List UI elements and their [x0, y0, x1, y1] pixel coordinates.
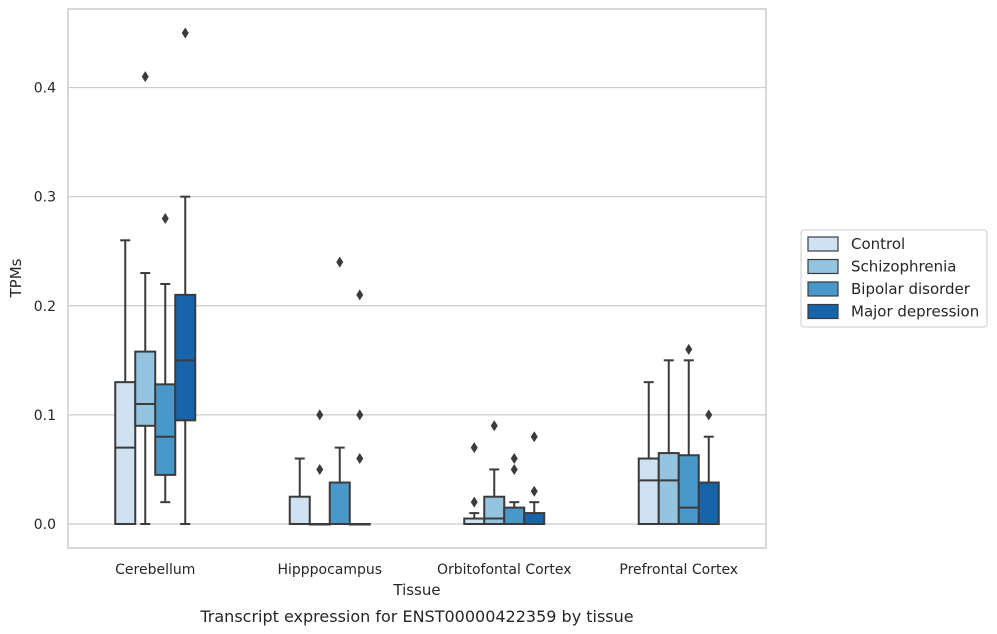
legend-entry: Schizophrenia — [851, 258, 956, 276]
legend-entry: Control — [851, 235, 905, 253]
legend-entry: Bipolar disorder — [851, 280, 971, 298]
legend-swatch — [807, 236, 839, 252]
outlier-marker — [530, 431, 538, 443]
box-3-1 — [657, 359, 680, 525]
box-2-0 — [463, 442, 486, 525]
outlier-marker — [510, 463, 518, 475]
box-body — [483, 495, 506, 525]
box-body — [174, 293, 197, 422]
y-tick-label: 0.4 — [34, 81, 56, 97]
box-body — [637, 457, 660, 525]
box-body — [288, 495, 311, 525]
outlier-marker — [181, 27, 189, 39]
legend-swatch — [807, 258, 839, 275]
outlier-marker — [685, 343, 693, 355]
legend-swatch — [807, 303, 839, 320]
box-body — [657, 452, 680, 525]
box-body — [697, 481, 720, 525]
outlier-marker — [141, 71, 149, 83]
x-tick-labels: Cerebellum Hipppocampus Orbitofontal Corte… — [115, 562, 738, 578]
outlier-marker — [705, 409, 713, 421]
x-tick-label: Cerebellum — [115, 562, 195, 578]
box-3-3 — [697, 409, 720, 525]
y-tick-label: 0.1 — [34, 408, 56, 424]
box-1-1 — [308, 409, 331, 526]
x-axis-label: Tissue — [392, 581, 440, 599]
y-tick-label: 0.3 — [34, 190, 56, 206]
y-axis-label: TPMs — [7, 258, 25, 298]
box-2-2 — [503, 453, 526, 525]
box-body — [677, 454, 700, 525]
box-body — [114, 381, 137, 525]
outlier-marker — [510, 453, 518, 465]
outlier-marker — [336, 256, 344, 268]
box-0-2 — [154, 212, 177, 504]
box-body — [134, 350, 157, 427]
box-1-3 — [348, 289, 371, 526]
x-tick-label: Orbitofontal Cortex — [437, 562, 572, 578]
box-body — [503, 506, 526, 525]
x-tick-label: Prefrontal Cortex — [619, 562, 738, 578]
box-body — [328, 481, 351, 525]
plot-frame — [67, 8, 767, 549]
y-tick-label: 0.2 — [34, 299, 56, 315]
outlier-marker — [356, 453, 364, 465]
box-0-3 — [174, 27, 197, 525]
legend: Control Schizophrenia Bipolar disorder Majo… — [800, 229, 988, 328]
box-1-2 — [328, 256, 351, 525]
figure-caption: Transcript expression for ENST0000042235… — [199, 607, 633, 626]
box-2-1 — [483, 420, 506, 525]
box-body — [154, 383, 177, 476]
y-tick-label: 0.0 — [34, 517, 56, 533]
legend-frame — [800, 229, 988, 328]
outlier-marker — [356, 409, 364, 421]
outlier-marker — [530, 485, 538, 497]
box-1-0 — [288, 457, 311, 525]
box-0-1 — [134, 71, 157, 525]
outlier-marker — [316, 409, 324, 421]
box-0-0 — [114, 239, 137, 525]
y-tick-labels: 0.0 0.1 0.2 0.3 0.4 — [34, 81, 56, 533]
outlier-marker — [470, 496, 478, 508]
outlier-marker — [161, 212, 169, 224]
box-body — [523, 512, 546, 525]
box-3-2 — [677, 343, 700, 525]
box-3-0 — [637, 381, 660, 525]
outlier-marker — [316, 463, 324, 475]
legend-swatch — [807, 281, 839, 297]
legend-entry: Major depression — [851, 303, 979, 321]
x-tick-label: Hipppocampus — [277, 562, 382, 578]
outlier-marker — [470, 442, 478, 454]
box-2-3 — [523, 431, 546, 525]
boxes — [114, 27, 720, 526]
outlier-marker — [490, 420, 498, 432]
outlier-marker — [356, 289, 364, 301]
